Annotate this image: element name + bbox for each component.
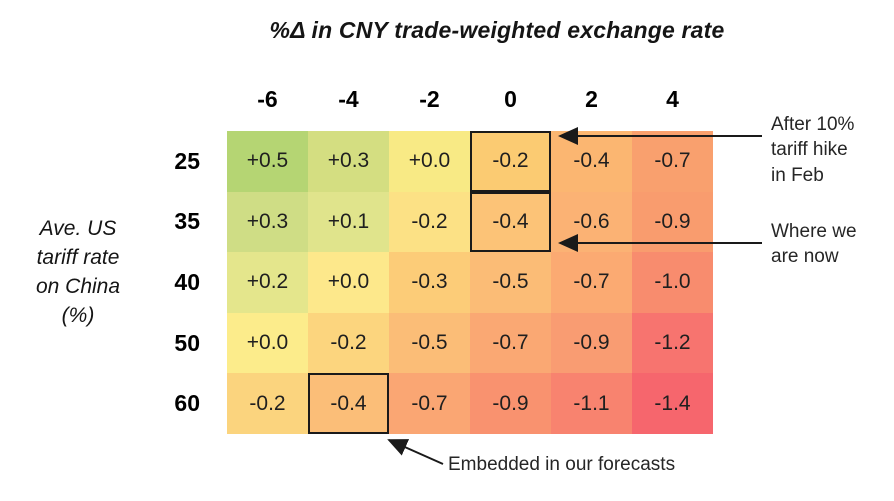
heatmap-cell: +0.0: [389, 131, 470, 192]
x-tick-label: 2: [585, 86, 598, 112]
heatmap-cell: +0.3: [308, 131, 389, 192]
heatmap-cell: -0.7: [470, 312, 551, 374]
heatmap-cell: -1.0: [632, 252, 713, 313]
heatmap-cell: -1.1: [551, 373, 632, 434]
y-tick-label: 50: [174, 329, 200, 356]
heatmap-cell: -0.7: [632, 131, 713, 192]
heatmap-cell: +0.5: [227, 131, 308, 192]
heatmap-cell: -0.4: [470, 191, 551, 253]
heatmap-cell: -0.4: [308, 373, 389, 434]
heatmap-cell: -0.4: [551, 131, 632, 192]
heatmap-cell: +0.3: [227, 191, 308, 253]
heatmap-cell: -0.2: [389, 191, 470, 253]
x-tick-label: -4: [338, 86, 359, 112]
heatmap-grid: +0.5 +0.3 +0.0 -0.2 -0.4 -0.7 +0.3 +0.1 -0.2 -0.4…: [227, 131, 713, 434]
x-axis-tick-labels: -6 -4 -2 0 2 4: [227, 84, 713, 114]
y-tick-label: 35: [174, 208, 200, 235]
annotation-embedded: Embedded in our forecasts: [448, 454, 676, 475]
heatmap-cell: -0.9: [632, 191, 713, 253]
heatmap-cell: -0.9: [551, 312, 632, 374]
heatmap-cell: +0.0: [227, 312, 308, 374]
heatmap-cell: -0.2: [308, 312, 389, 374]
heatmap-cell: -1.4: [632, 373, 713, 434]
arrow-embedded: [387, 439, 444, 465]
heatmap-cell: -0.6: [551, 191, 632, 253]
y-tick-label: 60: [174, 390, 200, 417]
y-tick-label: 40: [174, 268, 200, 295]
heatmap-cell: -0.5: [470, 252, 551, 313]
y-axis-title: Ave. US tariff rate on China (%): [35, 217, 121, 327]
x-tick-label: -2: [419, 86, 440, 112]
annotation-where-now: Where we are now: [771, 221, 857, 268]
heatmap-cell: -0.9: [470, 373, 551, 434]
heatmap-cell: -1.2: [632, 312, 713, 374]
y-axis-tick-labels: 25 35 40 50 60: [140, 131, 206, 434]
x-tick-label: 0: [504, 86, 517, 112]
heatmap-cell: +0.0: [308, 252, 389, 313]
x-tick-label: -6: [257, 86, 278, 112]
heatmap-cell: -0.7: [551, 252, 632, 313]
heatmap-cell: +0.1: [308, 191, 389, 253]
heatmap-cell: -0.2: [227, 373, 308, 434]
heatmap-cell: -0.7: [389, 373, 470, 434]
annotation-after-hike: After 10% tariff hike in Feb: [771, 114, 855, 186]
heatmap-cell: -0.5: [389, 312, 470, 374]
chart-title: %Δ in CNY trade-weighted exchange rate: [269, 17, 725, 43]
heatmap-cell: -0.3: [389, 252, 470, 313]
x-tick-label: 4: [666, 86, 679, 112]
heatmap-cell: +0.2: [227, 252, 308, 313]
heatmap-cell: -0.2: [470, 131, 551, 192]
y-tick-label: 25: [174, 147, 200, 174]
